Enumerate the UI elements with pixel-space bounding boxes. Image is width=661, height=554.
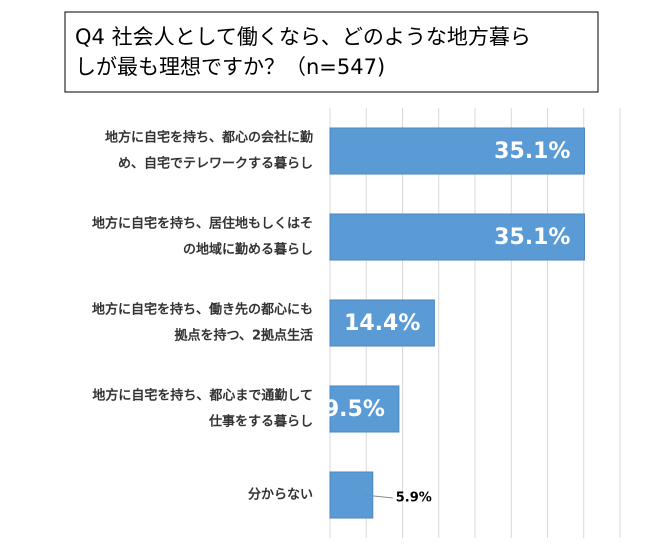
y-tick-label: の地域に勤める暮らし: [183, 242, 313, 258]
bar: [329, 213, 585, 261]
bar: [329, 385, 400, 433]
title-box: [64, 11, 599, 93]
y-tick-label: 地方に自宅を持ち、働き先の都心にも: [92, 302, 313, 318]
value-label: 5.9%: [396, 491, 432, 506]
y-tick-label: 拠点を持つ、2拠点生活: [174, 328, 313, 344]
value-label: 35.1%: [494, 225, 570, 250]
bar: [329, 299, 435, 347]
y-tick-label: 地方に自宅を持ち、都心の会社に勤: [105, 130, 313, 146]
value-label: 9.5%: [324, 397, 385, 422]
y-tick-label: 地方に自宅を持ち、都心まで通勤して: [92, 388, 313, 404]
value-label: 14.4%: [344, 311, 420, 336]
y-tick-label: 分からない: [248, 487, 313, 503]
bar: [329, 127, 585, 175]
chart-title: Q4 社会人として働くなら、どのような地方暮ら: [75, 25, 531, 49]
y-tick-label: 仕事をする暮らし: [208, 414, 313, 430]
leader-line: [364, 494, 393, 499]
chart-title: しが最も理想ですか？（n=547): [75, 55, 385, 79]
value-label: 35.1%: [494, 139, 570, 164]
y-tick-label: め、自宅でテレワークする暮らし: [118, 156, 313, 172]
y-tick-label: 地方に自宅を持ち、居住地もしくはそ: [92, 216, 313, 232]
